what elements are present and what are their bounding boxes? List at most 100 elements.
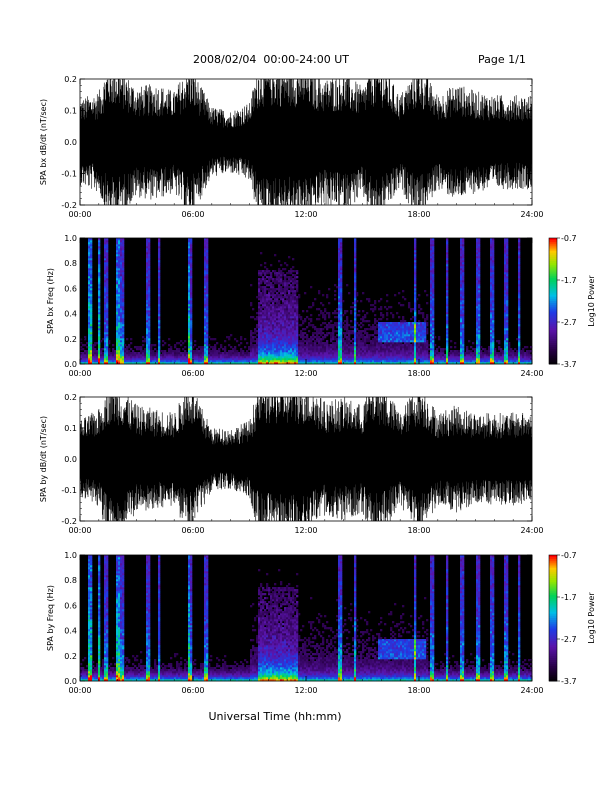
- spectrogram-cell: [420, 362, 423, 365]
- spectrogram-cell: [278, 338, 281, 341]
- spectrogram-cell: [142, 354, 145, 357]
- spectrogram-cell: [296, 306, 299, 309]
- spectrogram-cell: [306, 350, 309, 353]
- spectrogram-cell: [270, 332, 273, 335]
- spectrogram-cell: [310, 356, 313, 359]
- spectrogram-cell: [340, 336, 343, 339]
- spectrogram-cell: [104, 348, 107, 351]
- spectrogram-cell: [446, 258, 449, 261]
- spectrogram-cell: [460, 238, 463, 241]
- spectrogram-cell: [244, 356, 247, 359]
- spectrogram-cell: [100, 340, 103, 343]
- spectrogram-cell: [490, 300, 493, 303]
- spectrogram-cell: [176, 348, 179, 351]
- spectrogram-cell: [366, 336, 369, 339]
- spectrogram-cell: [200, 362, 203, 365]
- spectrogram-cell: [392, 356, 395, 359]
- spectrogram-cell: [340, 314, 343, 317]
- spectrogram-cell: [418, 336, 421, 339]
- spectrogram-cell: [322, 312, 325, 315]
- spectrogram-cell: [158, 254, 161, 257]
- spectrogram-cell: [394, 334, 397, 337]
- spectrogram-cell: [274, 272, 277, 275]
- spectrogram-cell: [88, 272, 91, 275]
- waveform-trace: [80, 79, 532, 205]
- spectrogram-cell: [286, 334, 289, 337]
- spectrogram-cell: [126, 348, 129, 351]
- spectrogram-cell: [338, 354, 341, 357]
- spectrogram-cell: [378, 348, 381, 351]
- spectrogram-cell: [158, 324, 161, 327]
- spectrogram-cell: [370, 344, 373, 347]
- spectrogram-cell: [310, 320, 313, 323]
- spectrogram-cell: [118, 266, 121, 269]
- spectrogram-cell: [188, 306, 191, 309]
- spectrogram-cell: [498, 354, 501, 357]
- spectrogram-cell: [130, 356, 133, 359]
- spectrogram-cell: [158, 356, 161, 359]
- spectrogram-cell: [266, 268, 269, 271]
- spectrogram-cell: [344, 324, 347, 327]
- spectrogram-cell: [142, 360, 145, 363]
- spectrogram-cell: [426, 354, 429, 357]
- spectrogram-cell: [288, 298, 291, 301]
- spectrogram-cell: [268, 320, 271, 323]
- spectrogram-cell: [344, 358, 347, 361]
- spectrogram-cell: [492, 352, 495, 355]
- spectrogram-cell: [416, 330, 419, 333]
- spectrogram-cell: [266, 294, 269, 297]
- spectrogram-cell: [450, 340, 453, 343]
- spectrogram-cell: [164, 350, 167, 353]
- spectrogram-cell: [118, 302, 121, 305]
- spectrogram-cell: [98, 276, 101, 279]
- spectrogram-cell: [370, 304, 373, 307]
- spectrogram-cell: [338, 268, 341, 271]
- spectrogram-cell: [392, 354, 395, 357]
- spectrogram-cell: [274, 298, 277, 301]
- spectrogram-cell: [460, 338, 463, 341]
- spectrogram-cell: [148, 308, 151, 311]
- spectrogram-cell: [148, 284, 151, 287]
- spectrogram-cell: [188, 340, 191, 343]
- spectrogram-cell: [304, 320, 307, 323]
- spectrogram-cell: [352, 342, 355, 345]
- spectrogram-cell: [478, 238, 481, 241]
- spectrogram-cell: [418, 330, 421, 333]
- spectrogram-cell: [482, 358, 485, 361]
- spectrogram-cell: [276, 306, 279, 309]
- spectrogram-cell: [80, 352, 83, 355]
- spectrogram-cell: [268, 272, 271, 275]
- spectrogram-cell: [478, 352, 481, 355]
- spectrogram-cell: [282, 348, 285, 351]
- spectrogram-cell: [308, 342, 311, 345]
- spectrogram-cell: [296, 320, 299, 323]
- spectrogram-cell: [384, 322, 387, 325]
- spectrogram-cell: [476, 290, 479, 293]
- spectrogram-cell: [428, 344, 431, 347]
- spectrogram-cell: [104, 358, 107, 361]
- spectrogram-cell: [98, 286, 101, 289]
- spectrogram-cell: [292, 310, 295, 313]
- spectrogram-cell: [374, 348, 377, 351]
- spectrogram-cell: [318, 360, 321, 363]
- spectrogram-cell: [274, 322, 277, 325]
- spectrogram-cell: [268, 294, 271, 297]
- spectrogram-cell: [246, 362, 249, 365]
- spectrogram-cell: [406, 340, 409, 343]
- spectrogram-cell: [390, 330, 393, 333]
- spectrogram-cell: [188, 238, 191, 241]
- spectrogram-cell: [478, 298, 481, 301]
- spectrogram-cell: [354, 284, 357, 287]
- spectrogram-cell: [276, 278, 279, 281]
- spectrogram-cell: [118, 250, 121, 253]
- spectrogram-cell: [106, 318, 109, 321]
- spectrogram-cell: [432, 278, 435, 281]
- spectrogram-cell: [212, 360, 215, 363]
- spectrogram-cell: [176, 350, 179, 353]
- spectrogram-cell: [240, 338, 243, 341]
- spectrogram-cell: [90, 242, 93, 245]
- spectrogram-cell: [366, 360, 369, 363]
- spectrogram-cell: [340, 246, 343, 249]
- spectrogram-cell: [198, 358, 201, 361]
- spectrogram-cell: [120, 262, 123, 265]
